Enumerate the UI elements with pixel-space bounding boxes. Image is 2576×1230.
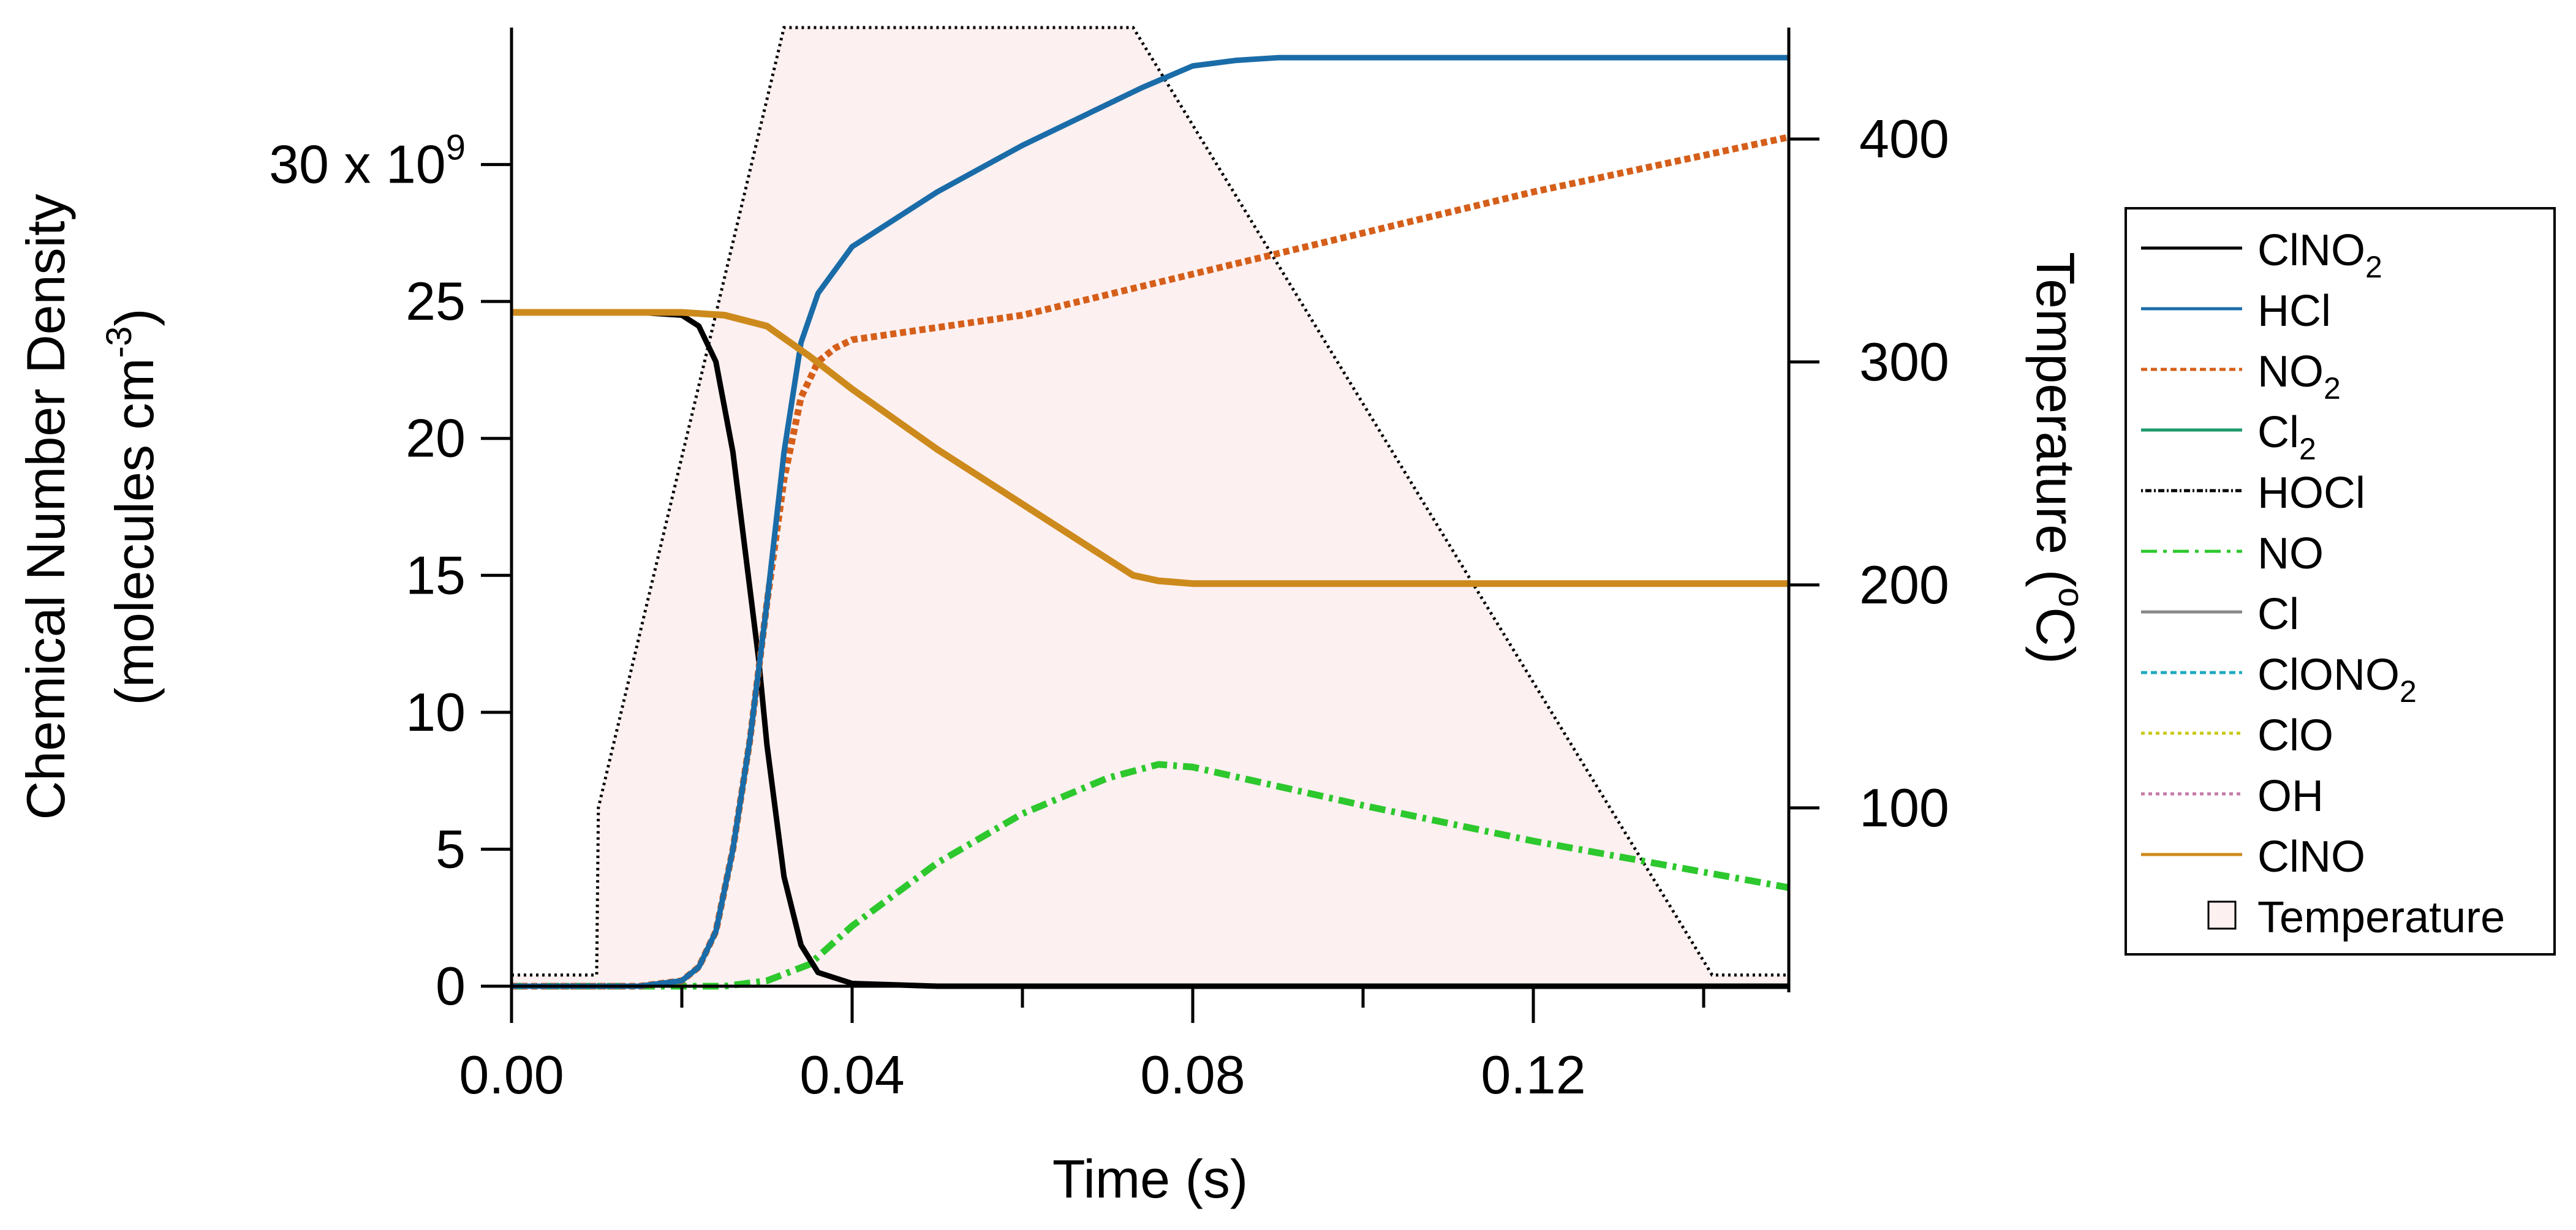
y-axis-label: Chemical Number Density (molecules cm-3)	[15, 194, 165, 820]
y2-axis-label-exp: o	[2051, 587, 2091, 607]
legend-swatch-temperature	[2207, 900, 2237, 930]
y2-axis-label-prefix: Temperature (	[2025, 252, 2086, 587]
temperature-line	[512, 26, 1789, 977]
y-tick-exponent: 9	[446, 128, 466, 168]
x-tick-label: 0.08	[1140, 1044, 1245, 1105]
temperature-area	[512, 28, 1789, 986]
y-axis-label-line1: Chemical Number Density	[15, 194, 76, 820]
y-tick-label: 10	[406, 682, 466, 742]
y2-axis-label: Temperature (oC)	[2025, 252, 2091, 664]
y-axis-unit-prefix: (molecules cm	[104, 358, 165, 705]
legend-entry-clo: ClO	[2257, 711, 2333, 760]
y-tick-label: 15	[406, 545, 466, 605]
y-tick-label: 0	[436, 956, 466, 1016]
series-line-no	[512, 761, 1789, 990]
series-line-clno	[512, 309, 1789, 587]
axes	[510, 28, 1791, 992]
x-tick-label: 0.12	[1481, 1044, 1585, 1105]
legend-entry-hcl: HCl	[2257, 287, 2331, 336]
y-tick-label: 20	[406, 408, 466, 469]
x-axis-label: Time (s)	[1052, 1149, 1248, 1209]
legend-entry-cl2: Cl2	[2257, 408, 2316, 466]
legend-entry-hocl: HOCl	[2257, 469, 2365, 518]
y-axis-unit-exp: -3	[99, 326, 139, 358]
y2-tick-label: 300	[1859, 331, 1949, 392]
series-line-clno2	[512, 309, 1789, 989]
legend-entry-oh: OH	[2257, 772, 2324, 821]
x-tick-label: 0.04	[799, 1044, 904, 1105]
y-axis-label-unit: (molecules cm-3)	[99, 308, 165, 705]
legend-box	[2125, 207, 2556, 956]
legend-entry-temperature: Temperature	[2257, 893, 2505, 942]
plot-area	[512, 26, 1790, 990]
legend-entry-no2: NO2	[2257, 347, 2341, 406]
legend-entry-clno: ClNO	[2257, 832, 2365, 881]
x-tick-label: 0.00	[459, 1044, 564, 1105]
y2-axis-label-suffix: C)	[2025, 607, 2086, 664]
y-tick-label: 25	[406, 271, 466, 331]
legend-entry-clno2: ClNO2	[2257, 226, 2382, 284]
y2-tick-label: 400	[1859, 108, 1949, 169]
y2-tick-label: 100	[1859, 777, 1949, 838]
ticks: 0.00 0.04 0.08 0.12 0 5 10 15 20 25 30 x 109 100 200…	[269, 108, 1949, 1105]
y-tick-label: 30 x 109	[269, 128, 466, 195]
legend-entry-clono2: ClONO2	[2257, 651, 2417, 709]
y-tick-label: 5	[436, 818, 466, 879]
y-axis-unit-suffix: )	[104, 308, 165, 326]
legend-entry-no: NO	[2257, 529, 2324, 578]
series-line-hcl	[512, 55, 1789, 989]
y2-tick-label: 200	[1859, 554, 1949, 615]
legend-entry-cl: Cl	[2257, 590, 2299, 639]
